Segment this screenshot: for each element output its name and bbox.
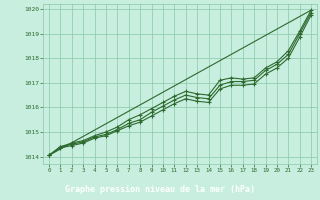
Text: Graphe pression niveau de la mer (hPa): Graphe pression niveau de la mer (hPa) — [65, 185, 255, 194]
